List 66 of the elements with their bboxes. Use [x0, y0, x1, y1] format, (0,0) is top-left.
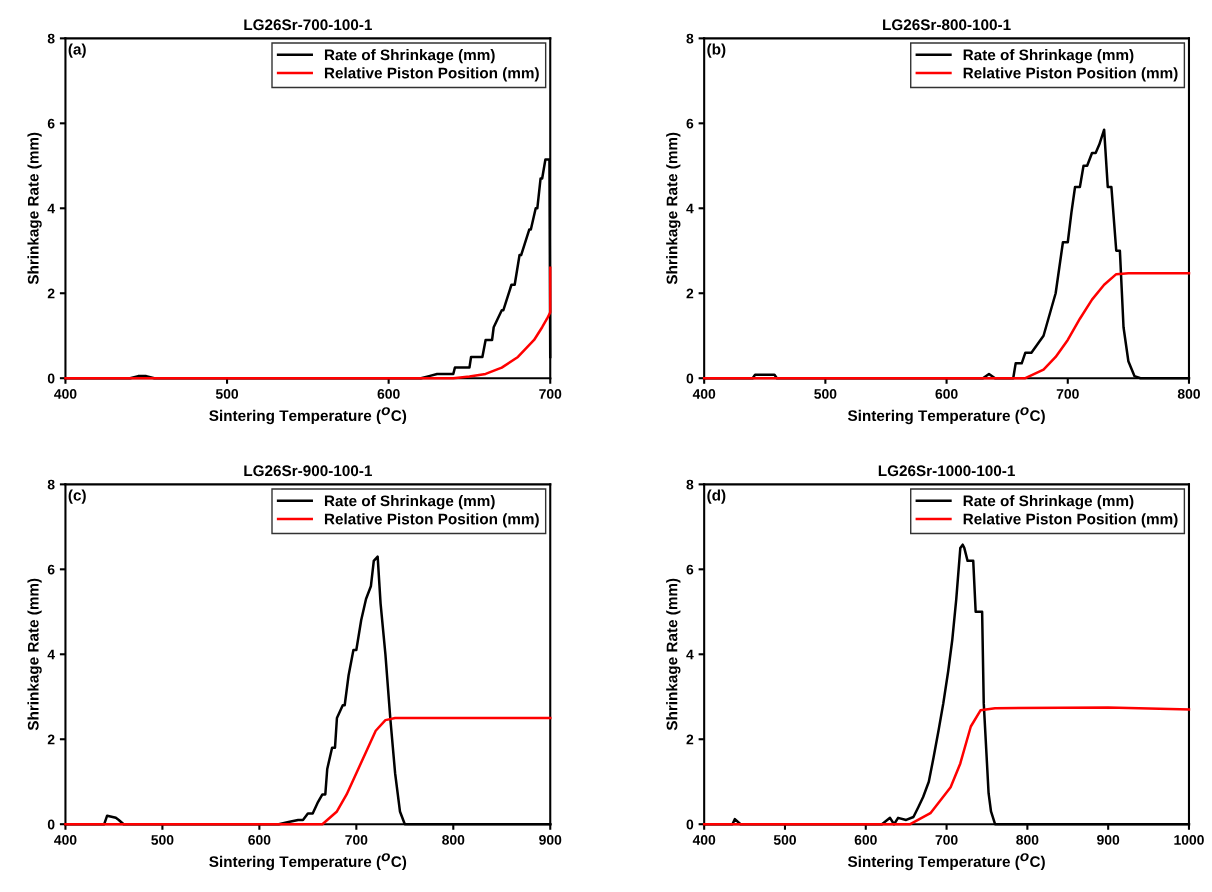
y-tick-label: 0 — [686, 819, 694, 830]
x-tick-label: 400 — [54, 834, 77, 845]
x-axis-title: Sintering Temperature ($^{O}$C) — [209, 853, 407, 871]
y-tick-label: 8 — [686, 479, 694, 490]
y-tick-label: 8 — [47, 33, 55, 44]
legend-label: Relative Piston Position (mm) — [963, 513, 1178, 528]
x-tick-label: 700 — [345, 834, 368, 845]
legend-label: Rate of Shrinkage (mm) — [324, 49, 495, 64]
chart-title: LG26Sr-900-100-1 — [244, 465, 372, 477]
x-axis-title: Sintering Temperature ($^{O}$C) — [847, 407, 1045, 425]
y-axis-title: Shrinkage Rate (mm) — [666, 578, 681, 731]
x-tick-label: 600 — [377, 388, 400, 399]
x-tick-label: 500 — [773, 834, 796, 845]
legend-label: Relative Piston Position (mm) — [324, 67, 539, 82]
y-tick-label: 0 — [47, 373, 55, 384]
x-tick-label: 700 — [1056, 388, 1079, 399]
y-tick-label: 0 — [686, 373, 694, 384]
x-axis-title: Sintering Temperature ($^{O}$C) — [209, 407, 407, 425]
x-tick-label: 400 — [54, 388, 77, 399]
y-axis-title: Shrinkage Rate (mm) — [27, 578, 42, 731]
x-tick-label: 600 — [854, 834, 877, 845]
y-axis-title: Shrinkage Rate (mm) — [666, 132, 681, 285]
y-tick-label: 6 — [686, 564, 694, 575]
x-tick-label: 900 — [1097, 834, 1120, 845]
x-tick-label: 800 — [442, 834, 465, 845]
annotation: (d) — [707, 489, 726, 504]
legend-label: Rate of Shrinkage (mm) — [324, 495, 495, 510]
chart-title: LG26Sr-800-100-1 — [883, 19, 1011, 31]
y-tick-label: 4 — [686, 649, 694, 660]
y-axis-title: Shrinkage Rate (mm) — [27, 132, 42, 285]
x-tick-label: 600 — [248, 834, 271, 845]
y-tick-label: 2 — [686, 734, 694, 745]
y-tick-label: 8 — [47, 479, 55, 490]
x-tick-label: 700 — [539, 388, 562, 399]
annotation: (c) — [68, 489, 86, 504]
x-tick-label: 900 — [539, 834, 562, 845]
x-tick-label: 400 — [692, 388, 716, 399]
y-tick-label: 2 — [47, 734, 55, 745]
y-tick-label: 0 — [47, 819, 55, 830]
y-tick-label: 6 — [686, 118, 694, 129]
x-tick-label: 500 — [215, 388, 239, 399]
y-tick-label: 2 — [47, 288, 55, 299]
y-tick-label: 8 — [686, 33, 694, 44]
legend-label: Relative Piston Position (mm) — [324, 513, 539, 528]
x-tick-label: 600 — [935, 388, 958, 399]
x-tick-label: 500 — [814, 388, 837, 399]
x-tick-label: 800 — [1177, 388, 1200, 399]
x-tick-label: 400 — [692, 834, 716, 845]
chart-title: LG26Sr-700-100-1 — [244, 19, 372, 31]
legend-label: Rate of Shrinkage (mm) — [963, 49, 1134, 64]
x-axis-title: Sintering Temperature ($^{O}$C) — [847, 853, 1045, 871]
y-tick-label: 2 — [686, 288, 694, 299]
annotation: (b) — [707, 43, 726, 58]
y-tick-label: 6 — [47, 564, 55, 575]
annotation: (a) — [68, 43, 86, 58]
x-tick-label: 500 — [151, 834, 174, 845]
legend-label: Relative Piston Position (mm) — [963, 67, 1178, 82]
x-tick-label: 800 — [1016, 834, 1039, 845]
y-tick-label: 4 — [47, 649, 55, 660]
y-tick-label: 4 — [686, 203, 694, 214]
x-tick-label: 1000 — [1174, 834, 1204, 845]
x-tick-label: 700 — [935, 834, 958, 845]
y-tick-label: 4 — [47, 203, 55, 214]
legend-label: Rate of Shrinkage (mm) — [963, 495, 1134, 510]
y-tick-label: 6 — [47, 118, 55, 129]
chart-title: LG26Sr-1000-100-1 — [878, 465, 1015, 477]
